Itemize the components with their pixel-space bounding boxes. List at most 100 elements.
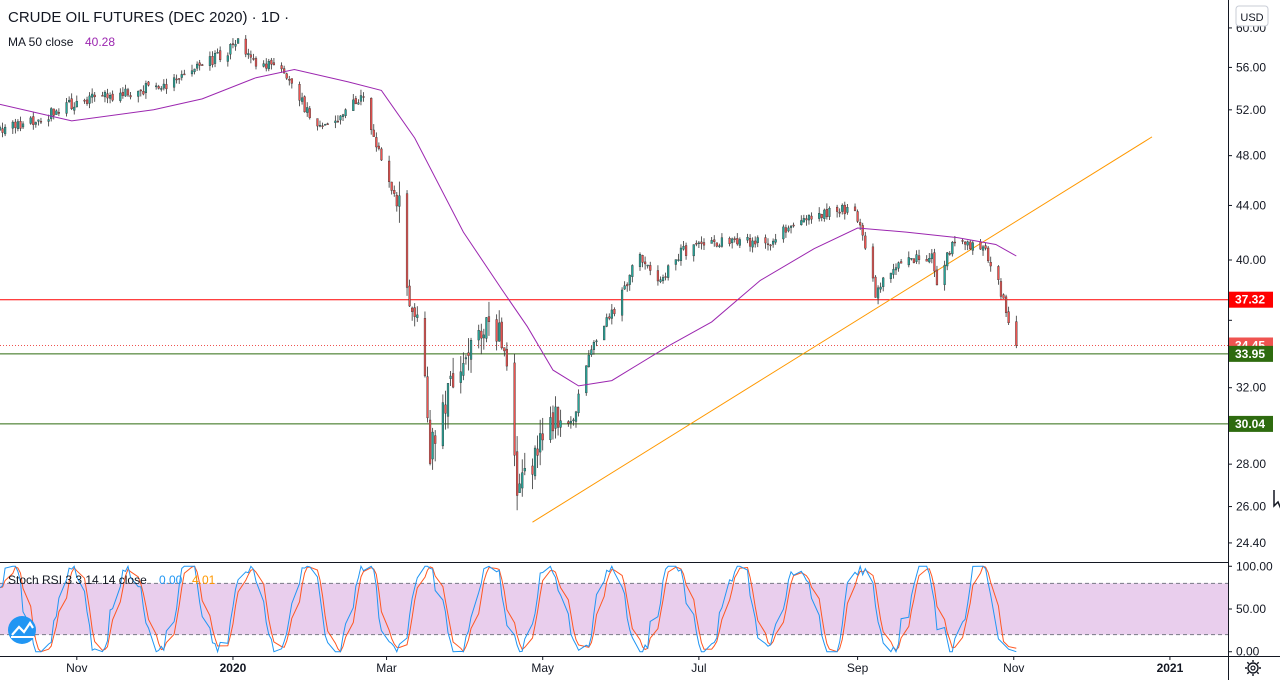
candle-up bbox=[416, 314, 419, 318]
candle-down bbox=[935, 269, 939, 286]
candle-down bbox=[820, 213, 823, 218]
candle-down bbox=[252, 58, 255, 60]
candle-up bbox=[623, 285, 626, 290]
candle-down bbox=[551, 412, 555, 432]
candle-up bbox=[682, 246, 685, 250]
candle-down bbox=[426, 376, 429, 419]
candle-up bbox=[34, 122, 37, 125]
candle-up bbox=[339, 115, 342, 121]
candle-down bbox=[139, 89, 142, 92]
candle-up bbox=[318, 125, 322, 127]
osc-tick-label: 100.00 bbox=[1236, 559, 1273, 573]
candle-down bbox=[14, 121, 17, 128]
candle-up bbox=[928, 258, 931, 263]
candle-up bbox=[892, 269, 895, 275]
candle-up bbox=[431, 431, 434, 460]
candle-down bbox=[567, 421, 570, 424]
candle-up bbox=[772, 240, 775, 245]
trendline-segment[interactable] bbox=[532, 136, 1153, 523]
candle-down bbox=[953, 241, 956, 244]
candle-down bbox=[290, 78, 293, 84]
candle-down bbox=[270, 59, 273, 65]
candle-up bbox=[620, 289, 624, 316]
tradingview-logo-icon[interactable] bbox=[8, 616, 36, 644]
candle-down bbox=[106, 93, 109, 99]
candle-up bbox=[802, 218, 805, 223]
candle-up bbox=[521, 472, 524, 489]
candle-down bbox=[244, 38, 247, 55]
candle-up bbox=[469, 339, 473, 360]
candle-down bbox=[434, 435, 437, 444]
candle-down bbox=[979, 241, 982, 250]
candle-down bbox=[649, 265, 652, 271]
candle-up bbox=[800, 220, 803, 226]
candle-down bbox=[836, 206, 839, 212]
candle-up bbox=[216, 52, 219, 54]
candle-up bbox=[782, 226, 785, 240]
candle-down bbox=[626, 284, 629, 287]
candle-down bbox=[925, 259, 928, 262]
candle-down bbox=[503, 347, 506, 352]
candle-down bbox=[766, 243, 770, 246]
candle-up bbox=[841, 204, 844, 212]
candle-down bbox=[664, 276, 667, 278]
candle-up bbox=[971, 242, 974, 251]
candle-up bbox=[981, 246, 985, 251]
candle-up bbox=[549, 417, 552, 441]
candle-up bbox=[751, 240, 754, 248]
candle-up bbox=[359, 95, 363, 102]
candle-up bbox=[577, 393, 580, 414]
candle-up bbox=[631, 265, 634, 277]
candles bbox=[0, 35, 1018, 511]
candle-up bbox=[262, 63, 265, 67]
candle-down bbox=[280, 65, 283, 70]
price-tick-label: 56.00 bbox=[1236, 60, 1266, 74]
candle-down bbox=[111, 93, 114, 101]
candle-up bbox=[462, 362, 465, 376]
candle-up bbox=[55, 110, 58, 115]
candle-up bbox=[879, 286, 882, 290]
candle-up bbox=[569, 420, 572, 424]
candle-down bbox=[408, 285, 411, 307]
candle-down bbox=[211, 56, 214, 65]
candle-up bbox=[731, 238, 734, 244]
candle-up bbox=[882, 277, 885, 287]
candle-up bbox=[807, 214, 811, 221]
candle-up bbox=[137, 90, 140, 97]
candle-up bbox=[876, 287, 880, 299]
candle-up bbox=[344, 109, 347, 116]
candle-up bbox=[667, 265, 670, 278]
price-tick-label: 44.00 bbox=[1236, 198, 1266, 212]
candle-down bbox=[411, 307, 414, 312]
settings-gear-icon[interactable] bbox=[1245, 660, 1261, 676]
candle-up bbox=[646, 264, 649, 267]
candle-up bbox=[605, 317, 608, 327]
ma-value: 40.28 bbox=[85, 35, 115, 49]
candle-down bbox=[147, 81, 150, 86]
time-tick-label: Nov bbox=[66, 661, 87, 675]
candle-up bbox=[894, 267, 898, 271]
candle-down bbox=[1, 128, 4, 133]
candle-down bbox=[702, 242, 706, 246]
candle-down bbox=[405, 193, 409, 288]
candle-down bbox=[254, 58, 258, 67]
time-tick-label: Nov bbox=[1003, 661, 1024, 675]
horizontal-levels bbox=[0, 299, 1228, 425]
candle-down bbox=[308, 108, 311, 118]
candle-up bbox=[485, 317, 488, 339]
candle-down bbox=[70, 98, 73, 110]
candle-down bbox=[288, 79, 291, 81]
candle-up bbox=[846, 207, 849, 213]
candle-down bbox=[536, 448, 539, 456]
price-tick-label: 28.00 bbox=[1236, 457, 1266, 471]
candle-down bbox=[178, 78, 181, 80]
trendline[interactable] bbox=[532, 136, 1153, 523]
currency-button[interactable]: USD bbox=[1235, 5, 1269, 27]
stoch-band bbox=[0, 583, 1228, 635]
candle-up bbox=[592, 342, 596, 350]
candle-down bbox=[541, 433, 544, 441]
candle-down bbox=[316, 118, 319, 127]
